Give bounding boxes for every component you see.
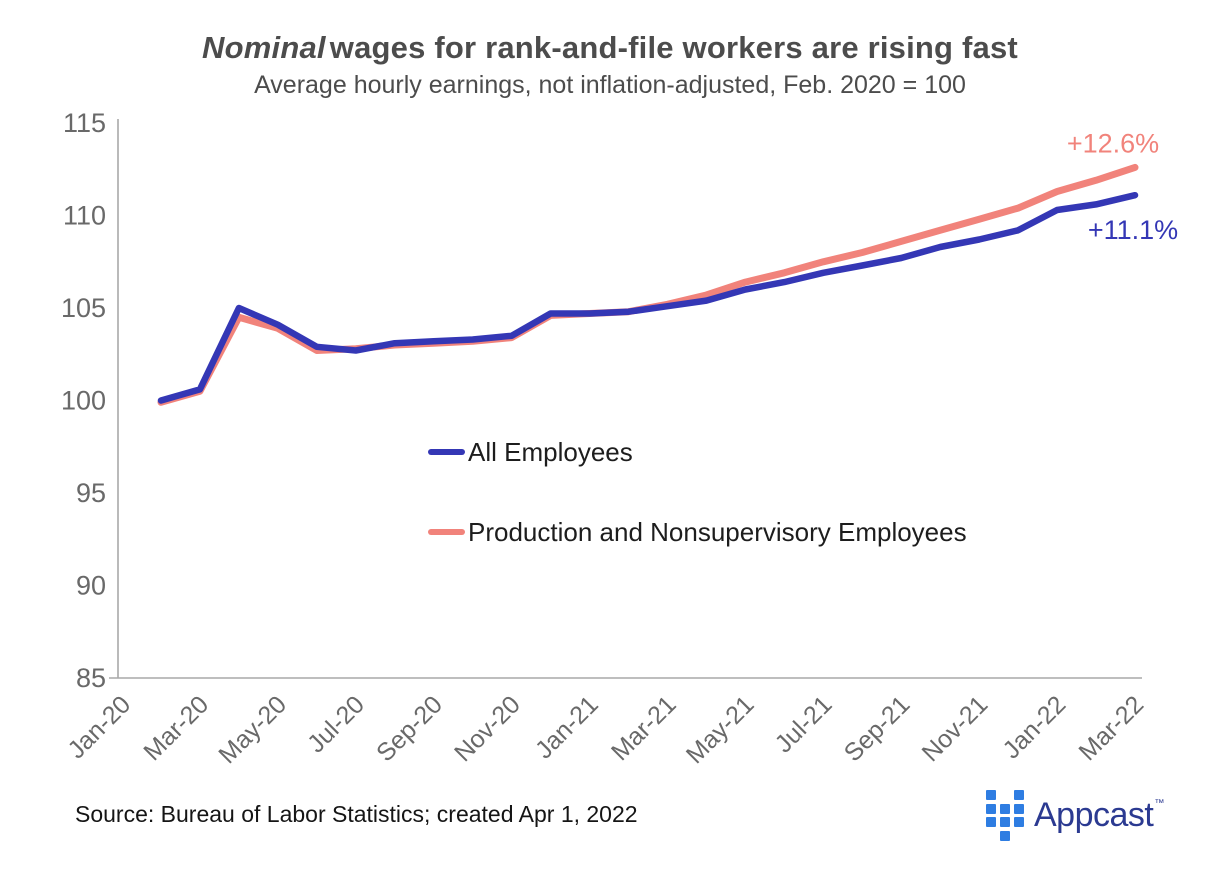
legend-swatch-production — [428, 529, 465, 535]
axes — [109, 119, 1142, 679]
annotation-production: +12.6% — [1067, 128, 1159, 158]
logo-square — [986, 817, 996, 827]
x-tick-label: Nov-20 — [449, 690, 526, 767]
x-tick-label: Mar-22 — [1073, 690, 1149, 766]
legend-swatch-all-employees — [428, 449, 465, 455]
legend-item-production: Production and Nonsupervisory Employees — [428, 516, 967, 548]
x-tick-label: Sep-20 — [371, 690, 448, 767]
chart-title-italic: Nominal — [202, 30, 326, 65]
x-tick-label: May-21 — [681, 690, 760, 769]
logo-square — [986, 790, 996, 800]
y-tick-label: 85 — [76, 663, 106, 693]
x-tick-label: Jul-20 — [302, 690, 370, 758]
y-tick-label: 115 — [63, 108, 106, 138]
y-tick-label: 110 — [63, 201, 106, 231]
logo-square — [986, 803, 996, 814]
x-tick-label: Jan-21 — [530, 690, 604, 764]
appcast-logo-icon — [986, 790, 1024, 841]
logo-square — [1000, 830, 1010, 841]
source-note: Source: Bureau of Labor Statistics; crea… — [75, 801, 638, 827]
series-line-production — [157, 163, 1139, 406]
y-tick-label: 90 — [76, 571, 106, 601]
series-line-all-employees — [157, 191, 1139, 404]
logo-square — [1014, 790, 1024, 800]
chart-title-rest: wages for rank-and-file workers are risi… — [329, 30, 1018, 65]
chart-subtitle: Average hourly earnings, not inflation-a… — [254, 71, 966, 99]
chart-legend: All Employees Production and Nonsupervis… — [428, 436, 967, 596]
legend-item-all-employees: All Employees — [428, 436, 967, 468]
x-tick-label: Mar-21 — [606, 690, 682, 766]
annotation-all-employees: +11.1% — [1088, 215, 1178, 245]
x-tick-label: Mar-20 — [138, 690, 214, 766]
legend-label-all-employees: All Employees — [468, 436, 633, 467]
x-tick-label: Jan-22 — [997, 690, 1071, 764]
legend-label-production: Production and Nonsupervisory Employees — [468, 516, 967, 547]
x-tick-label: Nov-21 — [917, 690, 994, 767]
logo-square — [1000, 803, 1010, 814]
x-tick-label: May-20 — [213, 690, 292, 769]
logo-square — [1000, 817, 1010, 827]
appcast-logo: Appcast™ — [986, 790, 1164, 841]
x-tick-label: Jul-21 — [770, 690, 838, 758]
chart-title: Nominal wages for rank-and-file workers a… — [0, 30, 1220, 66]
logo-square — [1014, 803, 1024, 814]
appcast-logo-text: Appcast™ — [1034, 796, 1164, 834]
y-tick-label: 100 — [61, 386, 106, 416]
x-tick-label: Sep-21 — [839, 690, 916, 767]
logo-square — [1014, 817, 1024, 827]
y-tick-label: 105 — [61, 293, 106, 323]
trademark-symbol: ™ — [1154, 798, 1164, 809]
x-tick-label: Jan-20 — [62, 690, 136, 764]
y-tick-label: 95 — [76, 478, 106, 508]
